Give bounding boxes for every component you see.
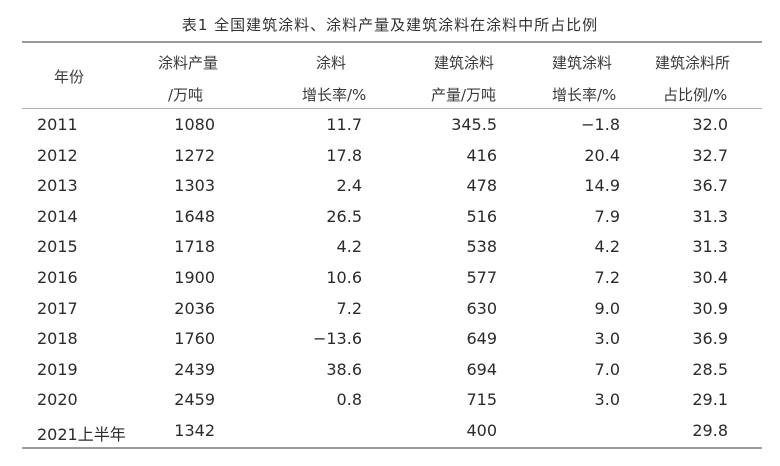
cell-coating-output: 2459	[174, 390, 215, 410]
table-title: 表1 全国建筑涂料、涂料产量及建筑涂料在涂料中所占比例	[181, 16, 599, 34]
header-col1-line2: /万吨	[168, 86, 204, 104]
cell-year: 2015	[37, 237, 78, 257]
cell-coating-growth: 10.6	[326, 267, 362, 287]
cell-arch-coating-growth: −1.8	[581, 115, 620, 134]
header-col2-line2: 增长率/%	[302, 86, 367, 104]
cell-coating-growth: 4.2	[336, 237, 362, 257]
cell-arch-coating-output: 416	[466, 145, 497, 165]
cell-arch-coating-share: 31.3	[692, 206, 728, 226]
cell-arch-coating-output: 715	[466, 390, 497, 410]
cell-arch-coating-growth: 3.0	[594, 390, 620, 410]
cell-arch-coating-share: 30.9	[692, 298, 728, 318]
cell-coating-output: 1760	[174, 329, 215, 349]
cell-coating-output: 1718	[174, 237, 215, 257]
cell-arch-coating-output: 694	[466, 359, 497, 379]
table-row: 2018 1760 −13.6 649 3.0 36.9	[0, 325, 780, 356]
cell-arch-coating-share: 29.8	[692, 420, 728, 440]
cell-coating-output: 1342	[174, 420, 215, 440]
cell-arch-coating-output: 649	[466, 329, 497, 349]
cell-arch-coating-growth: 9.0	[594, 298, 620, 318]
cell-arch-coating-growth: 20.4	[584, 145, 620, 165]
table-row: 2012 1272 17.8 416 20.4 32.7	[0, 142, 780, 173]
cell-coating-growth: −13.6	[312, 329, 362, 349]
cell-arch-coating-share: 31.3	[692, 237, 728, 257]
cell-year: 2011	[37, 115, 78, 134]
cell-arch-coating-growth: 7.9	[594, 206, 620, 226]
cell-arch-coating-share: 32.7	[692, 145, 728, 165]
cell-arch-coating-output: 577	[466, 267, 497, 287]
cell-year: 2019	[37, 359, 78, 379]
header-col2-line1: 涂料	[316, 54, 347, 72]
cell-arch-coating-output: 400	[466, 420, 497, 440]
cell-coating-growth: 2.4	[336, 176, 362, 196]
cell-coating-growth: 17.8	[326, 145, 362, 165]
cell-arch-coating-output: 478	[466, 176, 497, 196]
cell-coating-growth: 38.6	[326, 359, 362, 379]
cell-coating-output: 2036	[174, 298, 215, 318]
cell-year: 2014	[37, 206, 78, 226]
header-col4-line1: 建筑涂料	[552, 54, 613, 72]
table-row: 2013 1303 2.4 478 14.9 36.7	[0, 172, 780, 203]
cell-coating-output: 1648	[174, 206, 215, 226]
table-row: 2016 1900 10.6 577 7.2 30.4	[0, 264, 780, 295]
cell-arch-coating-growth: 7.2	[594, 267, 620, 287]
cell-year: 2013	[37, 176, 78, 196]
cell-year: 2017	[37, 298, 78, 318]
table-body: 2011 1080 11.7 345.5 −1.8 32.0 2012 1272 17.8 416…	[0, 111, 780, 448]
cell-coating-growth: 26.5	[326, 206, 362, 226]
cell-arch-coating-growth: 4.2	[594, 237, 620, 257]
cell-coating-output: 1303	[174, 176, 215, 196]
cell-arch-coating-share: 36.7	[692, 176, 728, 196]
table-row: 2015 1718 4.2 538 4.2 31.3	[0, 233, 780, 264]
table-row: 2019 2439 38.6 694 7.0 28.5	[0, 356, 780, 387]
header-col4-line2: 增长率/%	[552, 86, 617, 104]
cell-coating-growth: 0.8	[336, 390, 362, 410]
cell-arch-coating-growth: 14.9	[584, 176, 620, 196]
cell-arch-coating-output: 630	[466, 298, 497, 318]
table-header-rule	[22, 108, 762, 109]
cell-arch-coating-share: 30.4	[692, 267, 728, 287]
table-row: 2020 2459 0.8 715 3.0 29.1	[0, 386, 780, 417]
header-col3-line1: 建筑涂料	[434, 54, 495, 72]
cell-arch-coating-share: 28.5	[692, 359, 728, 379]
table-row: 2014 1648 26.5 516 7.9 31.3	[0, 203, 780, 234]
cell-coating-output: 1900	[174, 267, 215, 287]
cell-arch-coating-share: 36.9	[692, 329, 728, 349]
header-col1-line1: 涂料产量	[158, 54, 219, 72]
cell-coating-growth: 7.2	[336, 298, 362, 318]
cell-year: 2020	[37, 390, 78, 410]
cell-arch-coating-share: 29.1	[692, 390, 728, 410]
cell-year: 2012	[37, 145, 78, 165]
cell-arch-coating-growth: 3.0	[594, 329, 620, 349]
cell-coating-output: 2439	[174, 359, 215, 379]
cell-year: 2018	[37, 329, 78, 349]
table-bottom-rule	[22, 447, 762, 449]
header-year: 年份	[54, 68, 85, 86]
header-col5-line1: 建筑涂料所	[655, 54, 731, 72]
cell-coating-output: 1080	[174, 115, 215, 134]
table-row: 2021上半年 1342 400 29.8	[0, 417, 780, 448]
header-col3-line2: 产量/万吨	[431, 86, 497, 104]
cell-year: 2021上半年	[37, 424, 126, 444]
cell-arch-coating-growth: 7.0	[594, 359, 620, 379]
cell-arch-coating-output: 538	[466, 237, 497, 257]
cell-year: 2016	[37, 267, 78, 287]
cell-arch-coating-share: 32.0	[692, 115, 728, 134]
table-top-rule	[22, 41, 762, 43]
header-col5-line2: 占比例/%	[663, 86, 728, 104]
table-row: 2011 1080 11.7 345.5 −1.8 32.0	[0, 111, 780, 142]
cell-coating-growth: 11.7	[326, 115, 362, 134]
table-row: 2017 2036 7.2 630 9.0 30.9	[0, 295, 780, 326]
table-header: 年份 涂料产量 /万吨 涂料 增长率/% 建筑涂料 产量/万吨 建筑涂料 增长率…	[0, 0, 780, 110]
cell-arch-coating-output: 516	[466, 206, 497, 226]
cell-coating-output: 1272	[174, 145, 215, 165]
cell-arch-coating-output: 345.5	[451, 115, 497, 134]
